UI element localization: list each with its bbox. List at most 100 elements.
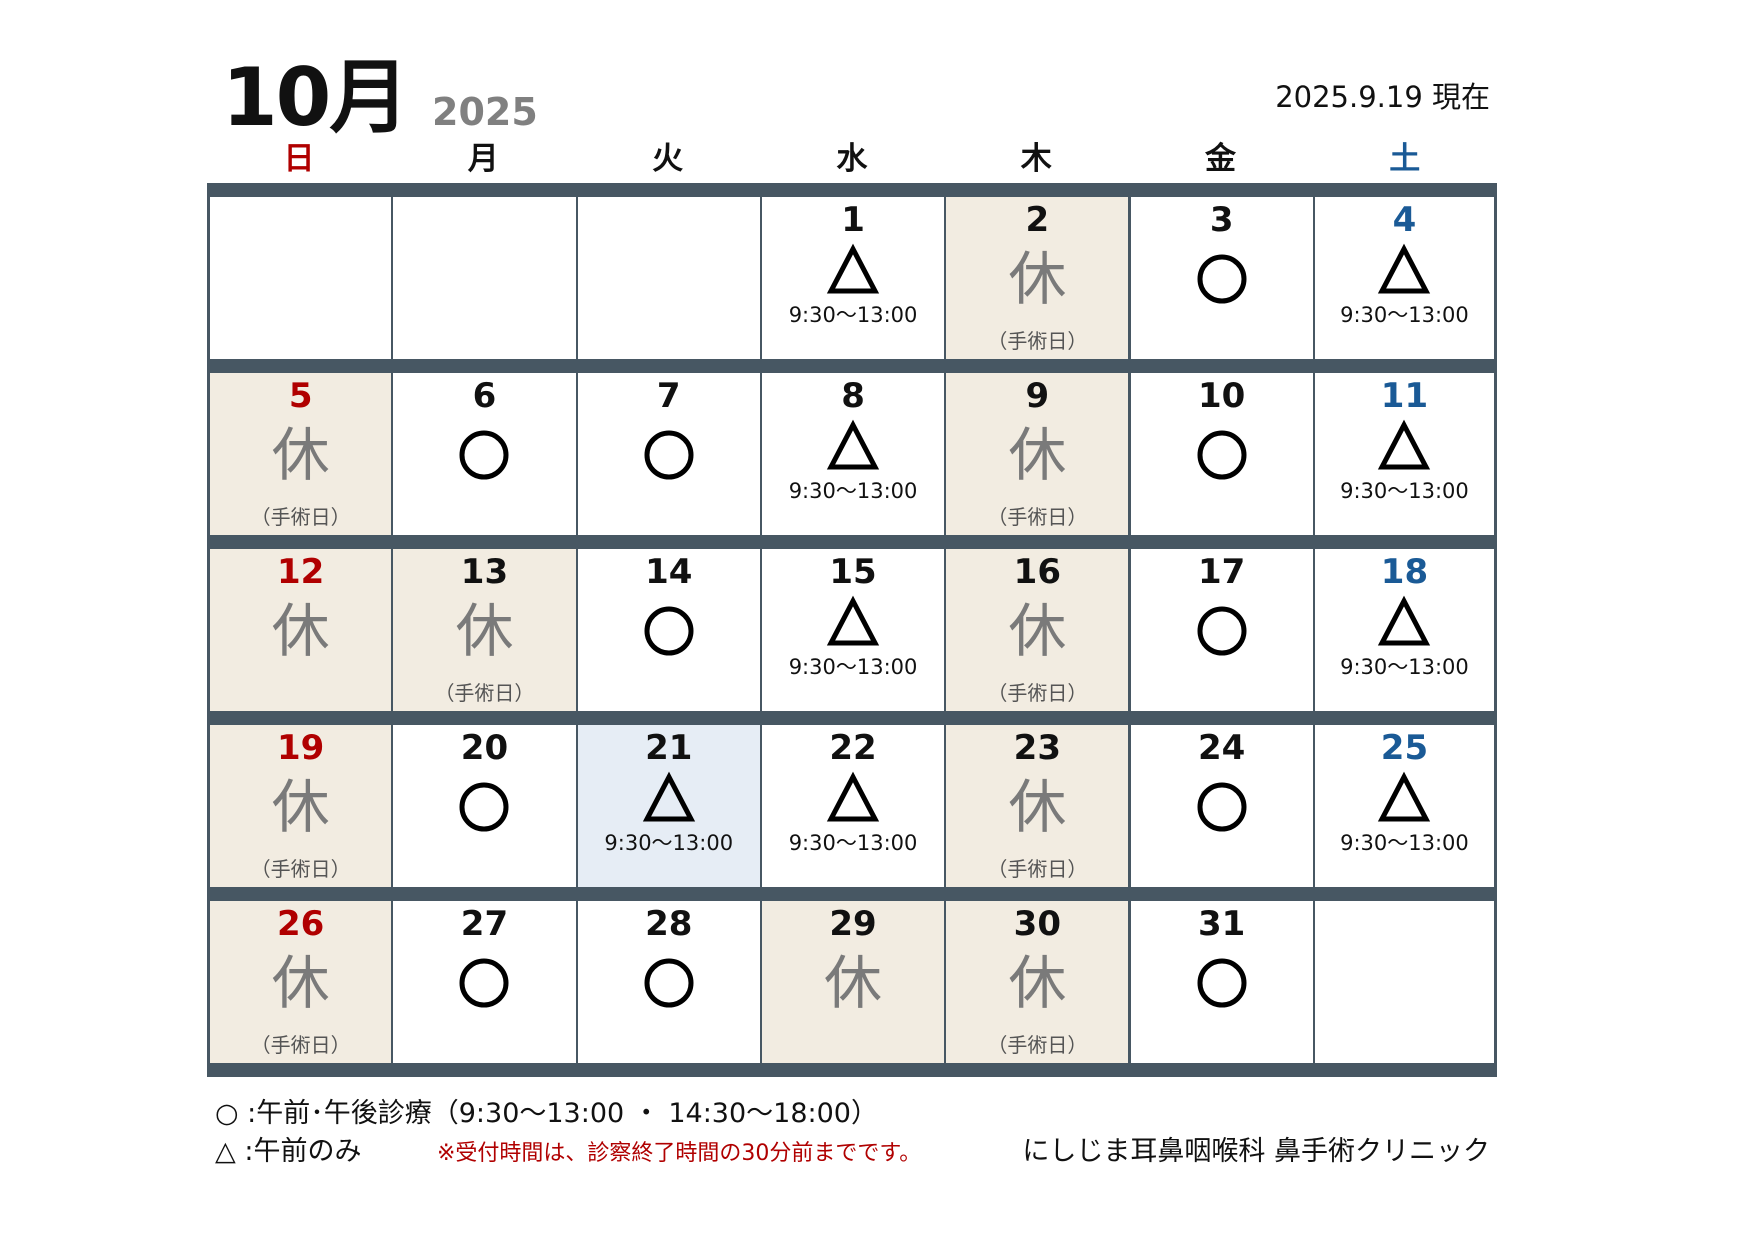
- day-number: 5: [288, 376, 313, 416]
- day-cell-1: 1 9:30〜13:00: [761, 197, 945, 359]
- triangle-icon: [826, 243, 880, 294]
- closed-mark: 休: [1008, 597, 1067, 665]
- day-number: 8: [841, 376, 865, 416]
- day-number: 29: [829, 904, 877, 944]
- day-cell-17: 17: [1130, 549, 1313, 711]
- as-of-date: 2025.9.19 現在: [1275, 80, 1490, 114]
- reception-notice: ※受付時間は、診察終了時間の30分前までです。: [437, 1141, 922, 1166]
- day-cell-15: 15 9:30〜13:00: [761, 549, 945, 711]
- empty-cell: [393, 197, 576, 359]
- day-cell-20: 20: [393, 725, 576, 887]
- closed-mark: 休: [1008, 245, 1067, 313]
- day-number: 21: [645, 728, 693, 768]
- surgery-day-note: （手術日）: [987, 505, 1088, 529]
- surgery-day-note: （手術日）: [250, 1033, 351, 1057]
- day-cell-6: 6: [393, 373, 576, 535]
- triangle-icon: [1378, 771, 1431, 822]
- day-cell-19: 19 休 （手術日）: [210, 725, 392, 887]
- hours-text: 9:30〜13:00: [788, 655, 918, 679]
- day-cell-10: 10: [1130, 373, 1313, 535]
- hours-text: 9:30〜13:00: [788, 831, 918, 855]
- circle-icon: [644, 606, 694, 656]
- day-number: 26: [276, 904, 325, 944]
- day-number: 16: [1013, 552, 1061, 592]
- day-cell-27: 27: [393, 901, 576, 1063]
- surgery-day-note: （手術日）: [434, 681, 535, 705]
- day-number: 4: [1392, 200, 1417, 240]
- day-cell-7: 7: [577, 373, 760, 535]
- triangle-icon: [1378, 243, 1431, 294]
- legend-circle: ○ :午前･午後診療（9:30〜13:00 ・ 14:30〜18:00）: [215, 1098, 878, 1129]
- day-number: 31: [1197, 904, 1246, 944]
- day-cell-28: 28: [577, 901, 760, 1063]
- hours-text: 9:30〜13:00: [1340, 479, 1469, 503]
- day-cell-23: 23 休 （手術日）: [946, 725, 1129, 887]
- day-cell-3: 3: [1130, 197, 1313, 359]
- day-number: 3: [1209, 200, 1234, 240]
- day-cell-9: 9 休 （手術日）: [946, 373, 1129, 535]
- day-cell-25: 25 9:30〜13:00: [1314, 725, 1495, 887]
- day-number: 25: [1380, 728, 1429, 768]
- closed-mark: 休: [271, 597, 330, 665]
- triangle-icon: [642, 771, 695, 822]
- triangle-icon: [1378, 419, 1431, 470]
- closed-mark: 休: [271, 773, 330, 841]
- day-number: 14: [645, 552, 693, 592]
- circle-icon: [459, 430, 509, 480]
- day-number: 30: [1013, 904, 1061, 944]
- closed-mark: 休: [1008, 949, 1067, 1017]
- surgery-day-note: （手術日）: [987, 681, 1088, 705]
- day-cell-13: 13 休 （手術日）: [393, 549, 576, 711]
- day-number: 9: [1025, 376, 1050, 416]
- day-number: 28: [645, 904, 693, 944]
- circle-icon: [1197, 254, 1247, 304]
- day-cell-30: 30 休 （手術日）: [946, 901, 1129, 1063]
- year-label: 2025: [432, 90, 538, 134]
- day-number: 18: [1380, 552, 1429, 592]
- circle-icon: [644, 430, 694, 480]
- day-cell-26: 26 休 （手術日）: [210, 901, 392, 1063]
- weekday-3: 水: [836, 141, 868, 177]
- day-number: 11: [1380, 376, 1429, 416]
- surgery-day-note: （手術日）: [250, 857, 351, 881]
- day-cell-16: 16 休 （手術日）: [946, 549, 1129, 711]
- day-number: 12: [276, 552, 325, 592]
- surgery-day-note: （手術日）: [987, 1033, 1088, 1057]
- triangle-icon: [826, 771, 880, 822]
- day-number: 20: [460, 728, 509, 768]
- day-number: 23: [1013, 728, 1061, 768]
- weekday-1: 月: [467, 141, 499, 177]
- day-number: 13: [460, 552, 509, 592]
- day-cell-8: 8 9:30〜13:00: [761, 373, 945, 535]
- day-number: 24: [1197, 728, 1246, 768]
- day-number: 27: [460, 904, 509, 944]
- day-number: 15: [829, 552, 877, 592]
- day-cell-22: 22 9:30〜13:00: [761, 725, 945, 887]
- circle-icon: [1197, 782, 1247, 832]
- hours-text: 9:30〜13:00: [1340, 831, 1469, 855]
- circle-icon: [459, 782, 509, 832]
- legend-triangle: △ :午前のみ: [215, 1136, 362, 1167]
- day-cell-12: 12 休: [210, 549, 392, 711]
- circle-icon: [644, 958, 694, 1008]
- day-number: 19: [276, 728, 325, 768]
- empty-cell: [1314, 901, 1495, 1063]
- empty-cell: [210, 197, 392, 359]
- closed-mark: 休: [271, 421, 330, 489]
- hours-text: 9:30〜13:00: [788, 303, 918, 327]
- empty-cell: [577, 197, 760, 359]
- hours-text: 9:30〜13:00: [604, 831, 734, 855]
- closed-mark: 休: [455, 597, 514, 665]
- day-number: 10: [1197, 376, 1246, 416]
- hours-text: 9:30〜13:00: [1340, 303, 1469, 327]
- weekday-4: 木: [1020, 141, 1052, 177]
- weekday-5: 金: [1205, 141, 1236, 177]
- closed-mark: 休: [271, 949, 330, 1017]
- circle-icon: [1197, 958, 1247, 1008]
- day-cell-29: 29 休: [761, 901, 945, 1063]
- weekday-0: 日: [283, 141, 315, 177]
- clinic-name: にしじま耳鼻咽喉科 鼻手術クリニック: [1022, 1136, 1490, 1167]
- closed-mark: 休: [1008, 421, 1067, 489]
- day-cell-4: 4 9:30〜13:00: [1314, 197, 1495, 359]
- triangle-icon: [826, 595, 880, 646]
